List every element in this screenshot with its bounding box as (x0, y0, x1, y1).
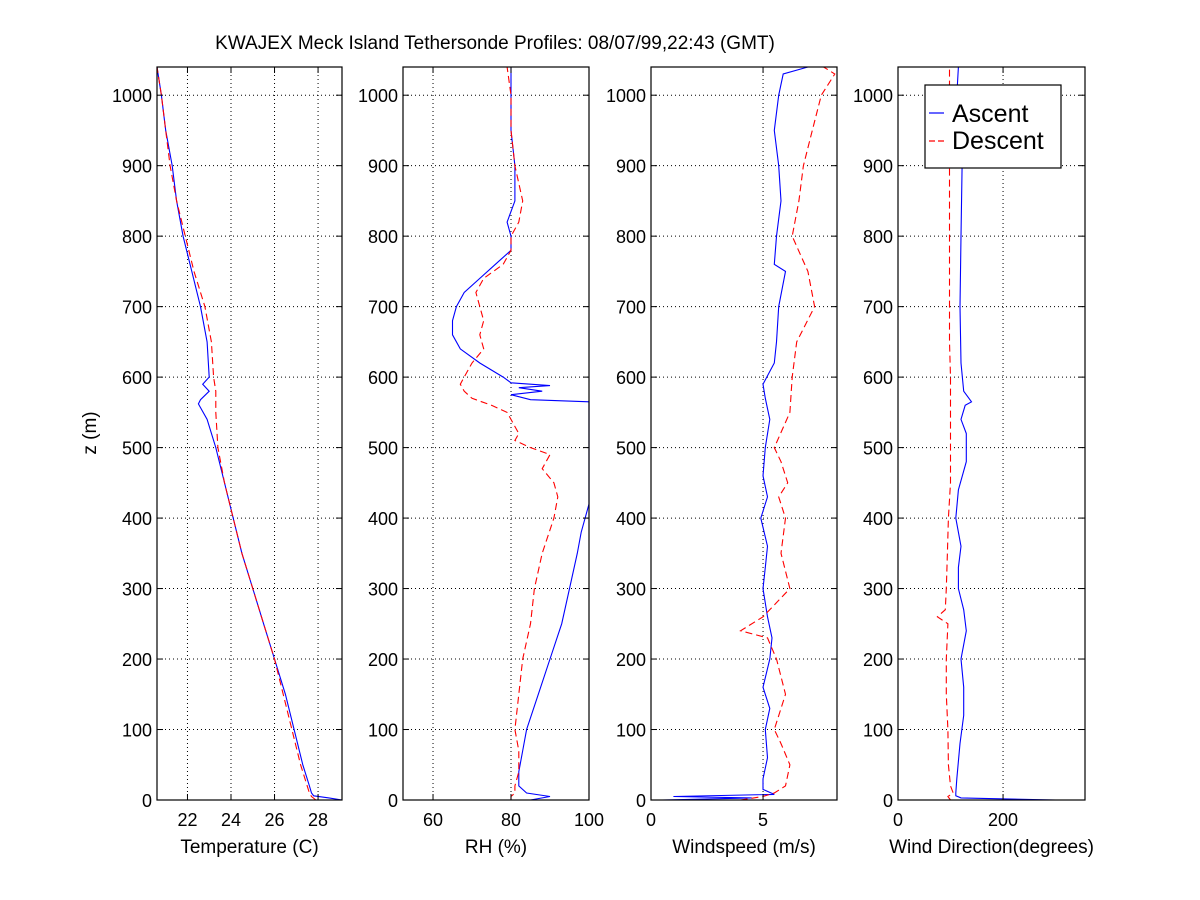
legend: Ascent Descent (924, 84, 1062, 169)
panel-wind-direction: 0 100 200 300 400 500 600 700 800 900 1000 0 200 Win… (853, 66, 1094, 858)
y-tick-label: 200 (368, 650, 398, 670)
x-tick-label: 26 (265, 810, 285, 830)
grid-wind-direction (898, 67, 1085, 800)
y-tick-label: 900 (122, 157, 152, 177)
xlabel-temperature: Temperature (C) (180, 837, 318, 858)
y-tick-label: 300 (122, 580, 152, 600)
series-layer-rh (451, 66, 590, 801)
y-tick-label: 200 (122, 650, 152, 670)
y-tick-label: 100 (122, 721, 152, 741)
ticks-windspeed: 0 100 200 300 400 500 600 700 800 900 1000 0 5 (606, 67, 837, 830)
y-tick-label: 700 (368, 298, 398, 318)
y-tick-label: 500 (616, 439, 646, 459)
y-tick-label: 600 (122, 368, 152, 388)
series-rh-ascent (451, 67, 590, 801)
ticks-rh: 0 100 200 300 400 500 600 700 800 900 1000 60 80 100 (358, 67, 604, 830)
chart-title: KWAJEX Meck Island Tethersonde Profiles:… (215, 33, 775, 54)
legend-box (924, 84, 1062, 169)
y-tick-label: 1000 (853, 86, 893, 106)
y-tick-label: 700 (863, 298, 893, 318)
x-tick-label: 100 (574, 810, 604, 830)
series-windspeed-descent (739, 66, 836, 801)
ticks-temperature: 0 100 200 300 400 500 600 700 800 900 1000 22 24 26 28 (112, 67, 342, 830)
x-tick-label: 0 (646, 810, 656, 830)
y-tick-label: 400 (616, 509, 646, 529)
y-tick-label: 400 (863, 509, 893, 529)
y-tick-label: 0 (636, 791, 646, 811)
ylabel: z (m) (80, 411, 101, 454)
y-tick-label: 800 (122, 227, 152, 247)
y-tick-label: 800 (616, 227, 646, 247)
y-tick-label: 900 (863, 157, 893, 177)
axes-frame-temperature (156, 66, 343, 801)
xlabel-wind-direction: Wind Direction(degrees) (889, 837, 1094, 858)
y-tick-label: 600 (616, 368, 646, 388)
y-tick-label: 500 (368, 439, 398, 459)
x-tick-label: 80 (501, 810, 521, 830)
series-layer-windspeed (662, 66, 836, 801)
y-tick-label: 700 (122, 298, 152, 318)
y-tick-label: 1000 (606, 86, 646, 106)
xlabel-rh: RH (%) (465, 837, 527, 858)
y-tick-label: 700 (616, 298, 646, 318)
y-tick-label: 1000 (358, 86, 398, 106)
grid-rh (403, 67, 589, 800)
panel-windspeed: 0 100 200 300 400 500 600 700 800 900 1000 0 5 Winds… (606, 66, 838, 858)
x-tick-label: 5 (758, 810, 768, 830)
series-layer-temperature (156, 66, 343, 801)
series-layer-wind-direction (936, 66, 1056, 801)
x-tick-label: 28 (308, 810, 328, 830)
y-tick-label: 0 (883, 791, 893, 811)
ticks-wind-direction: 0 100 200 300 400 500 600 700 800 900 1000 0 200 (853, 67, 1085, 830)
x-tick-label: 0 (893, 810, 903, 830)
panel-temperature: 0 100 200 300 400 500 600 700 800 900 1000 22 24 26 28… (112, 66, 343, 858)
y-tick-label: 100 (863, 721, 893, 741)
series-wind-direction-descent (936, 67, 954, 801)
y-tick-label: 900 (616, 157, 646, 177)
y-tick-label: 600 (368, 368, 398, 388)
y-tick-label: 400 (122, 509, 152, 529)
y-tick-label: 0 (142, 791, 152, 811)
y-tick-label: 800 (863, 227, 893, 247)
y-tick-label: 300 (863, 580, 893, 600)
axes-frame-windspeed (650, 66, 838, 801)
y-tick-label: 500 (122, 439, 152, 459)
series-temperature-descent (156, 66, 317, 801)
series-wind-direction-ascent (955, 66, 1056, 801)
series-temperature-ascent (156, 66, 343, 801)
grid-temperature (157, 67, 342, 800)
axes-frame-rh (402, 66, 590, 801)
y-tick-label: 100 (616, 721, 646, 741)
x-tick-label: 24 (221, 810, 241, 830)
y-tick-label: 200 (616, 650, 646, 670)
x-tick-label: 22 (177, 810, 197, 830)
y-tick-label: 600 (863, 368, 893, 388)
axes-frame-wind-direction (897, 66, 1086, 801)
x-tick-label: 60 (423, 810, 443, 830)
y-tick-label: 100 (368, 721, 398, 741)
y-tick-label: 800 (368, 227, 398, 247)
legend-label-descent: Descent (952, 127, 1044, 155)
y-tick-label: 1000 (112, 86, 152, 106)
y-tick-label: 300 (368, 580, 398, 600)
y-tick-label: 0 (388, 791, 398, 811)
xlabel-windspeed: Windspeed (m/s) (672, 837, 816, 858)
legend-label-ascent: Ascent (952, 100, 1028, 128)
grid-windspeed (651, 67, 837, 800)
y-tick-label: 400 (368, 509, 398, 529)
y-tick-label: 200 (863, 650, 893, 670)
y-tick-label: 500 (863, 439, 893, 459)
x-tick-label: 200 (988, 810, 1018, 830)
series-windspeed-ascent (662, 66, 809, 801)
y-tick-label: 900 (368, 157, 398, 177)
series-rh-descent (459, 66, 559, 800)
y-tick-label: 300 (616, 580, 646, 600)
